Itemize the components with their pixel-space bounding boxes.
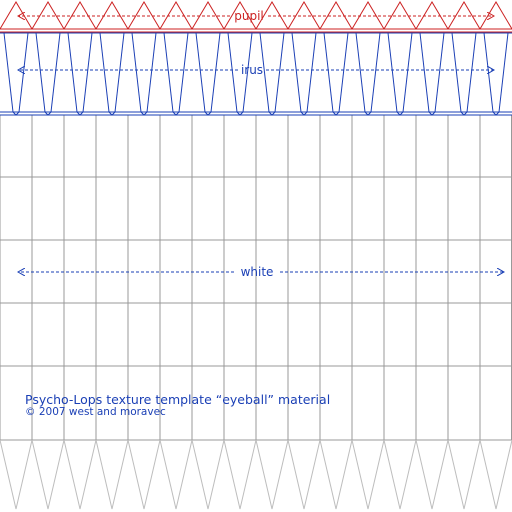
pupil-triangle xyxy=(159,1,193,30)
bottom-triangle xyxy=(383,439,417,510)
iris-wedge-left xyxy=(163,32,174,113)
iris-wedge-right xyxy=(50,32,61,113)
iris-wedge-left xyxy=(227,32,238,113)
bottom-triangle xyxy=(31,439,65,510)
bottom-triangle xyxy=(447,439,481,510)
iris-wedge-tip xyxy=(44,111,52,116)
iris-wedge-left xyxy=(483,32,494,113)
bottom-triangle xyxy=(95,439,129,510)
iris-wedge-left xyxy=(387,32,398,113)
iris-wedge-right xyxy=(18,32,29,113)
iris-wedge-tip xyxy=(364,111,372,116)
pupil-triangle xyxy=(223,1,257,30)
iris-wedge-tip xyxy=(236,111,244,116)
iris-wedge-tip xyxy=(492,111,500,116)
iris-wedge-tip xyxy=(172,111,180,116)
iris-wedge-right xyxy=(466,32,477,113)
pupil-triangle xyxy=(127,1,161,30)
pupil-triangle xyxy=(287,1,321,30)
iris-wedge-right xyxy=(338,32,349,113)
pupil-triangle xyxy=(383,1,417,30)
iris-wedge-right xyxy=(82,32,93,113)
iris-wedge-left xyxy=(451,32,462,113)
pupil-triangle xyxy=(319,1,353,30)
bottom-triangle xyxy=(223,439,257,510)
iris-wedge-tip xyxy=(76,111,84,116)
iris-wedge-left xyxy=(195,32,206,113)
iris-wedge-right xyxy=(306,32,317,113)
iris-wedge-tip xyxy=(460,111,468,116)
pupil-triangle xyxy=(447,1,481,30)
iris-wedge-left xyxy=(291,32,302,113)
iris-wedge-right xyxy=(114,32,125,113)
iris-wedge-left xyxy=(35,32,46,113)
iris-wedge-tip xyxy=(204,111,212,116)
iris-wedge-tip xyxy=(140,111,148,116)
pupil-triangle xyxy=(95,1,129,30)
bottom-triangle xyxy=(287,439,321,510)
bottom-triangle xyxy=(159,439,193,510)
pupil-triangle xyxy=(63,1,97,30)
bottom-triangle-fan xyxy=(0,439,512,510)
iris-wedge-left xyxy=(67,32,78,113)
iris-wedge-tip xyxy=(108,111,116,116)
iris-wedge-tip xyxy=(12,111,20,116)
iris-wedge-left xyxy=(323,32,334,113)
copyright-notice: © 2007 west and moravec xyxy=(25,406,166,418)
bottom-triangle xyxy=(0,439,33,510)
pupil-triangle xyxy=(351,1,385,30)
pupil-triangle xyxy=(479,1,512,30)
iris-region-wedges xyxy=(0,32,512,116)
iris-wedge-tip xyxy=(268,111,276,116)
bottom-triangle xyxy=(319,439,353,510)
pupil-region-triangles xyxy=(0,1,512,30)
iris-wedge-left xyxy=(99,32,110,113)
bottom-triangle xyxy=(479,439,512,510)
iris-wedge-tip xyxy=(332,111,340,116)
template-title: Psycho-Lops texture template “eyeball” m… xyxy=(25,392,330,407)
pupil-triangle xyxy=(31,1,65,30)
pupil-triangle xyxy=(191,1,225,30)
iris-wedge-left xyxy=(419,32,430,113)
iris-wedge-tip xyxy=(428,111,436,116)
iris-wedge-right xyxy=(178,32,189,113)
iris-wedge-left xyxy=(131,32,142,113)
iris-wedge-right xyxy=(146,32,157,113)
iris-wedge-tip xyxy=(396,111,404,116)
iris-wedge-right xyxy=(434,32,445,113)
iris-wedge-left xyxy=(259,32,270,113)
bottom-triangle xyxy=(191,439,225,510)
pupil-triangle xyxy=(415,1,449,30)
iris-wedge-tip xyxy=(300,111,308,116)
pupil-triangle xyxy=(255,1,289,30)
iris-wedge-left xyxy=(3,32,14,113)
iris-wedge-right xyxy=(498,32,509,113)
iris-wedge-right xyxy=(402,32,413,113)
pupil-label: pupil xyxy=(234,9,264,23)
iris-wedge-right xyxy=(274,32,285,113)
pupil-triangle xyxy=(0,1,33,30)
iris-wedge-right xyxy=(242,32,253,113)
bottom-triangle xyxy=(415,439,449,510)
iris-wedge-right xyxy=(210,32,221,113)
bottom-triangle xyxy=(127,439,161,510)
iris-wedge-right xyxy=(370,32,381,113)
bottom-triangle xyxy=(255,439,289,510)
white-label: white xyxy=(241,265,274,279)
iris-wedge-left xyxy=(355,32,366,113)
bottom-triangle xyxy=(351,439,385,510)
irus-label: irus xyxy=(241,63,263,77)
bottom-triangle xyxy=(63,439,97,510)
